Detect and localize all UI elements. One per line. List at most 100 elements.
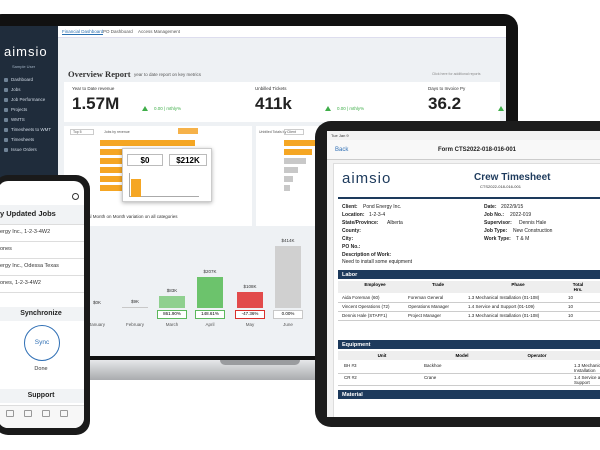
row-rule <box>338 373 600 374</box>
field-label: State/Province: <box>342 220 379 226</box>
header-band <box>0 205 84 225</box>
column-header: P Di <box>588 283 600 288</box>
divider <box>0 275 84 276</box>
table-cell: 1.3 Mechanical Installation (01-108) <box>468 295 540 300</box>
menu-item[interactable]: WMTS <box>11 117 25 122</box>
field-label: City: <box>342 236 354 242</box>
kpi-arrow <box>498 106 504 111</box>
menu-item[interactable]: Issue Orders <box>11 147 37 152</box>
menu-item[interactable]: Job Performance <box>11 97 46 102</box>
field-label: Job Type: <box>484 228 508 234</box>
table-cell: CR #2 <box>344 375 357 380</box>
kpi-arrow <box>325 106 331 111</box>
menu-item[interactable]: Projects <box>11 107 28 112</box>
popup-right: $212K <box>169 154 207 166</box>
mini-bar <box>100 140 195 146</box>
field-value: Pond Energy Inc. <box>363 204 402 210</box>
field-value: T & M <box>516 236 530 242</box>
menu-icon <box>4 78 8 82</box>
menu-item[interactable]: Timesheets to WMT <box>11 127 52 132</box>
variation-box: 861.90% <box>157 310 187 319</box>
bar <box>275 245 301 308</box>
tab[interactable]: Financial Dashboard <box>62 29 104 35</box>
form-title: Form CTS2022-018-016-001 <box>437 147 517 153</box>
mini-bar <box>100 185 124 191</box>
table-cell: Vincent Operations (72) <box>342 304 390 309</box>
tab-icon <box>6 410 14 417</box>
select[interactable]: Client <box>284 129 304 135</box>
menu-item[interactable]: Jobs <box>11 87 21 92</box>
table-cell: 1.4 Service and Support (01-109) <box>468 304 535 309</box>
tab-icon <box>42 410 50 417</box>
table-cell: 1.4 Service and Support <box>574 375 600 385</box>
popup-bar <box>131 179 141 197</box>
job-item[interactable]: ones <box>0 246 12 252</box>
chart-caption: al Month on Month variation on all categ… <box>88 214 178 219</box>
table-cell: 10 <box>568 313 574 318</box>
field-label: Date: <box>484 204 497 210</box>
month-label: March <box>165 322 179 327</box>
table-cell: 1.3 Mechanical Installation (01-108) <box>468 313 540 318</box>
panel-caption: Jobs by revenue <box>104 130 130 134</box>
popup-chart <box>129 173 199 197</box>
column-header: Phase <box>511 282 525 287</box>
mini-bar <box>100 176 132 182</box>
tab[interactable]: Access Management <box>138 29 181 34</box>
menu-item[interactable]: Dashboard <box>11 77 34 82</box>
field-value: Alberta <box>387 220 403 226</box>
bar <box>159 295 185 308</box>
mini-bar <box>284 149 312 155</box>
table-cell: Aida Foreman (60) <box>342 295 380 300</box>
tab[interactable]: PO Dashboard <box>103 29 133 34</box>
mini-bar <box>284 185 290 191</box>
section-bar <box>338 340 600 349</box>
field-label: PO No.: <box>342 244 361 250</box>
kpi-value: 1.57M <box>72 94 120 113</box>
table-cell: 10 <box>568 295 574 300</box>
job-item[interactable]: ergy Inc., 1-2-3-4W2 <box>0 229 51 235</box>
job-item[interactable]: ergy Inc., Odessa Texas <box>0 263 59 269</box>
mini-bar <box>284 167 298 173</box>
divider <box>0 292 84 293</box>
field-label: Supervisor: <box>484 220 512 226</box>
export-link[interactable]: Click here for additional reports <box>432 72 481 76</box>
sync-status: Done <box>34 366 48 372</box>
variation-box: -47.36% <box>235 310 265 319</box>
doc-rule <box>338 197 600 199</box>
popup: $0 $212K <box>122 148 212 202</box>
kpi-label: Year to Date revenue <box>72 86 115 91</box>
month-label: June <box>283 322 293 327</box>
header: y Updated Jobs <box>0 209 56 218</box>
bar-label: $9K <box>130 298 139 304</box>
report-subtitle: year to date report on key metrics <box>134 72 202 77</box>
job-item[interactable]: ones, 1-2-3-4W2 <box>0 280 41 286</box>
menu-item[interactable]: Timesheets <box>11 137 35 142</box>
mini-bar <box>284 158 306 164</box>
column-header: Operator <box>527 353 547 358</box>
table-header <box>338 281 600 293</box>
laptop-notch <box>220 360 300 365</box>
tab-icon <box>24 410 32 417</box>
variation-box: 148.61% <box>195 310 225 319</box>
section-title: Equipment <box>342 342 371 348</box>
table-cell: Dennis Hale (STAFF1) <box>342 313 388 318</box>
divider <box>0 241 84 242</box>
table-cell: Foreman General <box>408 295 444 300</box>
bar-label: $207K <box>203 268 217 274</box>
divider <box>0 258 84 259</box>
phone-screen: y Updated Jobs ergy Inc., 1-2-3-4W2 ones er… <box>0 181 84 428</box>
row-rule <box>338 320 600 321</box>
section-bar <box>338 390 600 399</box>
table-cell: Crane <box>424 375 437 380</box>
table-cell: Project Manager <box>408 313 442 318</box>
month-label: February <box>125 322 144 327</box>
field-label: Job No.: <box>484 212 504 218</box>
tab-icon <box>60 410 68 417</box>
sync-button[interactable]: Sync <box>24 325 60 361</box>
kpi-delta: 0.00 | mthly% <box>337 106 365 111</box>
menu-icon <box>4 148 8 152</box>
select[interactable]: Top 5 <box>70 129 94 135</box>
back-button[interactable]: Back <box>335 147 349 153</box>
field-label: Client: <box>342 204 358 210</box>
